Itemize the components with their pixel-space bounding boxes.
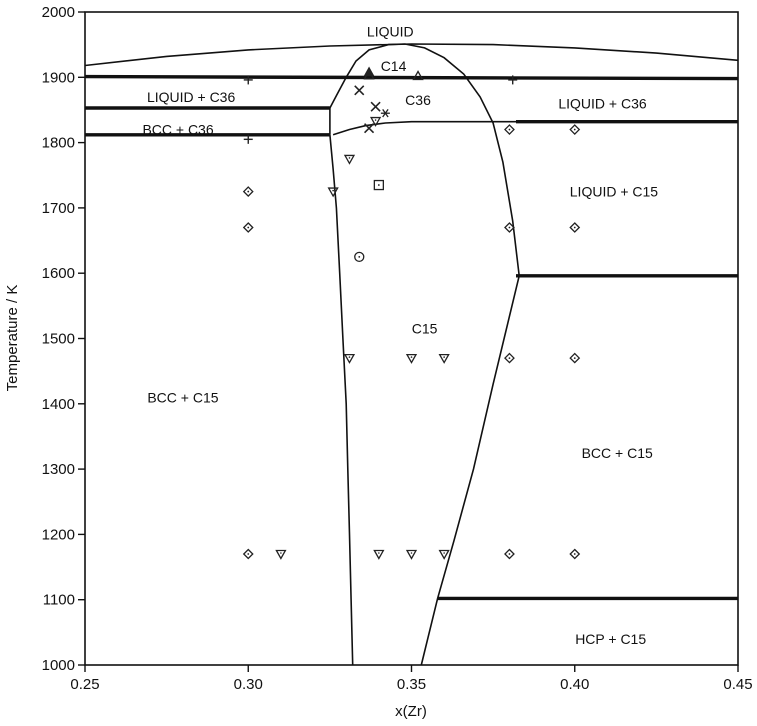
region-label: BCC + C15 (582, 445, 653, 461)
marker-triangle-down (438, 549, 450, 560)
region-label: BCC + C36 (142, 122, 213, 138)
x-tick-label: 0.35 (397, 676, 426, 693)
y-tick-label: 1800 (42, 135, 75, 152)
region-label: C36 (405, 92, 431, 108)
marker-cross (370, 101, 381, 112)
region-label: C14 (381, 58, 407, 74)
region-label: BCC + C15 (147, 389, 218, 405)
marker-diamond (569, 222, 581, 233)
marker-diamond (504, 222, 515, 233)
region-label: LIQUID + C36 (558, 95, 647, 111)
marker-diamond (569, 548, 581, 560)
x-tick-label: 0.25 (70, 676, 99, 693)
y-tick-label: 1000 (42, 657, 75, 674)
marker-triangle-down (275, 549, 287, 560)
y-tick-label: 1400 (42, 396, 75, 413)
marker-plus (243, 75, 253, 85)
axis-ticks: 0.25 0.30 0.35 0.40 0.45 1000 1100 1200 1300 1400… (42, 4, 753, 693)
marker-triangle-down (343, 353, 356, 364)
boundary-c14-dome-left (329, 43, 406, 109)
x-tick-label: 0.30 (234, 676, 263, 693)
boundary-c15-right-boundary (404, 43, 521, 666)
y-tick-label: 1600 (42, 265, 75, 282)
marker-triangle-down (369, 116, 382, 127)
marker-triangle-down (405, 549, 418, 560)
region-label: LIQUID + C36 (147, 89, 236, 105)
region-label: LIQUID (367, 24, 414, 40)
boundary-c15-left-boundary (329, 134, 354, 666)
marker-diamond (242, 186, 254, 197)
phase-boundaries (84, 43, 739, 666)
marker-cross (354, 85, 365, 96)
marker-diamond (242, 222, 254, 233)
marker-triangle-down (343, 154, 356, 165)
marker-plus (243, 134, 253, 144)
marker-triangle-down (327, 187, 339, 198)
marker-triangle-down (438, 353, 450, 364)
marker-plus (508, 75, 518, 85)
y-tick-label: 2000 (42, 4, 75, 21)
marker-diamond (569, 124, 581, 135)
marker-square (373, 179, 385, 191)
y-axis-label: Temperature / K (4, 285, 21, 392)
marker-diamond (504, 548, 515, 560)
y-tick-label: 1200 (42, 526, 75, 543)
marker-triangle-up (412, 70, 424, 81)
x-tick-label: 0.40 (560, 676, 589, 693)
y-tick-label: 1700 (42, 200, 75, 217)
boundary-isotherm-1900 (84, 74, 739, 81)
marker-cross (363, 123, 375, 134)
boundary-c36-lower-boundary (332, 120, 516, 136)
region-label: C15 (412, 321, 438, 337)
marker-diamond (242, 548, 254, 560)
region-label: LIQUID + C15 (570, 184, 659, 200)
marker-circle (354, 251, 365, 263)
region-labels: LIQUID C14 LIQUID + C36 C36 LIQUID + C36 BCC … (142, 24, 658, 647)
marker-asterisk (380, 109, 390, 118)
marker-triangle-down (405, 353, 418, 364)
x-axis-label: x(Zr) (395, 703, 427, 720)
marker-diamond (569, 352, 581, 364)
marker-diamond (504, 352, 515, 364)
y-tick-label: 1900 (42, 69, 75, 86)
marker-triangle-down (373, 549, 385, 560)
y-tick-label: 1300 (42, 461, 75, 478)
marker-diamond (504, 124, 515, 135)
experimental-points (242, 66, 581, 560)
x-tick-label: 0.45 (723, 676, 752, 693)
marker-filled-triangle-up (363, 66, 375, 77)
boundary-liquidus (84, 43, 739, 67)
region-label: HCP + C15 (575, 631, 646, 647)
y-tick-label: 1500 (42, 331, 75, 348)
y-tick-label: 1100 (43, 592, 75, 609)
